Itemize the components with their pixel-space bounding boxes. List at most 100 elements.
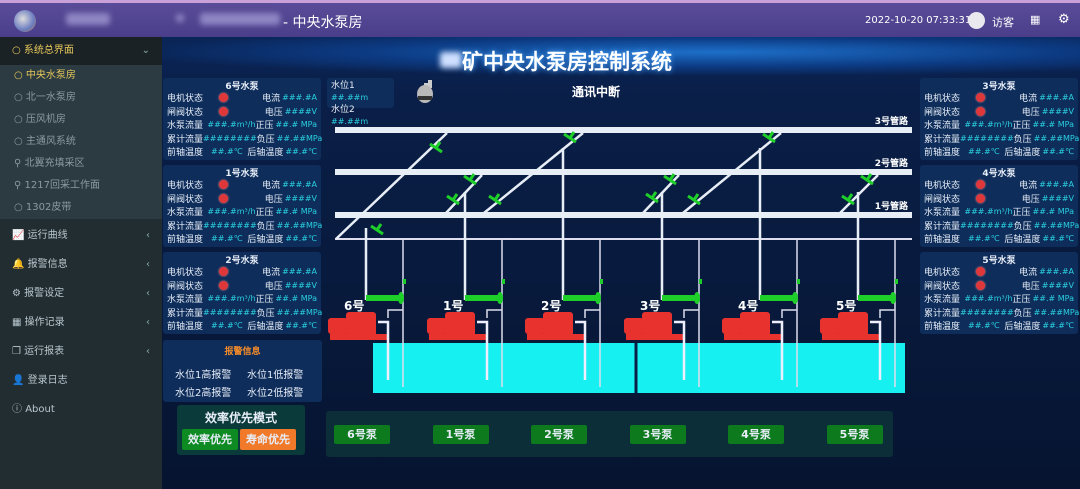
field-label: 累计流量	[167, 221, 204, 232]
field-label: 电压	[264, 107, 283, 118]
sidebar-item-label: 操作记录	[24, 317, 65, 328]
field-label: 负压	[256, 308, 275, 319]
pump-motor	[427, 318, 447, 334]
sidebar-item-info[interactable]: ⓘ About	[0, 395, 162, 424]
valve-actuator-icon	[563, 295, 598, 301]
pump-panel-row: 前轴温度 ##.#℃ 后轴温度 ##.#℃	[167, 145, 317, 159]
pump-base	[330, 334, 388, 340]
sidebar-item-table[interactable]: ▦ 操作记录 ‹	[0, 308, 162, 337]
gear-icon[interactable]: ⚙	[1058, 12, 1070, 27]
field-label: 正压	[1012, 295, 1031, 306]
pump-number-label: 4号	[738, 298, 758, 313]
field-label: 前轴温度	[167, 235, 204, 246]
valve-icon	[463, 173, 477, 186]
pump-button[interactable]: 3号泵	[629, 425, 686, 444]
circle-icon: ○	[14, 92, 26, 103]
field-label: 电压	[1021, 281, 1040, 292]
field-label: 前轴温度	[167, 322, 204, 333]
grid-icon[interactable]: ▦	[1030, 13, 1041, 26]
pump-base	[429, 334, 487, 340]
neg-value: ##.##MPa	[276, 307, 323, 317]
pump-number-label: 3号	[640, 298, 660, 313]
neg-value: ##.##MPa	[1033, 220, 1080, 230]
sidebar-item[interactable]: ○ 主通风系统	[0, 131, 162, 153]
pump-panel-title: 3号水泵	[982, 82, 1016, 92]
lifespan-priority-button[interactable]: 寿命优先	[240, 429, 296, 450]
field-label: 水泵流量	[924, 121, 961, 132]
efficiency-priority-button[interactable]: 效率优先	[182, 429, 238, 450]
sidebar-item[interactable]: ⚲ 1217回采工作面	[0, 175, 162, 197]
sidebar-item[interactable]: ⚲ 北翼充填采区	[0, 153, 162, 175]
pump-motor	[624, 318, 644, 334]
field-label: 闸阀状态	[167, 281, 204, 292]
total-value: ########	[203, 220, 257, 230]
flow-sensor	[600, 279, 603, 284]
field-label: 前轴温度	[167, 148, 204, 159]
pump-button[interactable]: 6号泵	[334, 425, 390, 444]
avatar[interactable]	[968, 12, 985, 29]
value-group: 正压 ##.# MPa	[1013, 205, 1074, 218]
water-level-2-value: ##.##m	[331, 117, 369, 126]
sidebar-item[interactable]: ○ 北一水泵房	[0, 87, 162, 109]
current-value: ###.#A	[282, 267, 317, 277]
water-level-1-label: 水位1	[331, 81, 355, 91]
voltage-value: ####V	[1041, 193, 1074, 203]
flow-value: ###.#m³/h	[207, 207, 256, 217]
current-value: ###.#A	[282, 93, 317, 103]
pump-body	[838, 312, 868, 336]
breadcrumb-blurred[interactable]	[200, 13, 280, 25]
pump-button[interactable]: 2号泵	[531, 425, 587, 444]
pump-panel-row: 累计流量 ######## 负压 ##.##MPa	[924, 306, 1079, 320]
sidebar-item-copy[interactable]: ❐ 运行报表 ‹	[0, 337, 162, 366]
value-group: 电流 ###.#A	[262, 91, 317, 104]
alarm-item: 水位2低报警	[247, 388, 304, 399]
pipe-label: 2号管路	[875, 157, 909, 169]
pump-panel-row: 电机状态 电流 ###.#A	[167, 178, 317, 192]
bypass-pipe	[387, 309, 403, 318]
sidebar-group-system[interactable]: ○ 系统总界面 ⌄	[0, 37, 162, 65]
sidebar-item-cogs[interactable]: ⚙ 报警设定 ‹	[0, 279, 162, 308]
current-value: ###.#A	[1039, 267, 1074, 277]
rt-value: ##.#℃	[1042, 234, 1074, 244]
current-value: ###.#A	[1039, 180, 1074, 190]
pump-panel-row: 水泵流量 ###.#m³/h 正压 ##.# MPa	[167, 292, 317, 306]
field-label: 电机状态	[924, 94, 961, 105]
field-label: 电机状态	[924, 268, 961, 279]
ft-value: ##.#℃	[211, 321, 243, 331]
total-value: ########	[960, 220, 1014, 230]
pump-panel-title: 6号水泵	[225, 82, 259, 92]
pump-button[interactable]: 4号泵	[728, 425, 784, 444]
rt-value: ##.#℃	[285, 321, 317, 331]
sidebar-item-line-chart[interactable]: 📈 运行曲线 ‹	[0, 221, 162, 250]
suction-pipe	[477, 320, 489, 380]
pump-button[interactable]: 1号泵	[432, 425, 489, 444]
valve-status-indicator	[219, 106, 228, 116]
sidebar-item[interactable]: ○ 压风机房	[0, 109, 162, 131]
field-label: 后轴温度	[1004, 322, 1041, 333]
sidebar-item-bell[interactable]: 🔔 报警信息 ‹	[0, 250, 162, 279]
sidebar-item-label: 1217回采工作面	[24, 180, 100, 191]
sidebar-item[interactable]: ○ 中央水泵房	[0, 65, 162, 87]
value-group: 后轴温度 ##.#℃	[247, 319, 317, 332]
motor-status-indicator	[976, 180, 985, 190]
valve-status-indicator	[976, 106, 985, 116]
pump-panel: 6号水泵 电机状态 电流 ###.#A 闸阀状态 电压 ####V 水泵流量 ###.#m³/h…	[163, 78, 322, 160]
user-name[interactable]: 访客	[992, 16, 1014, 29]
current-value: ###.#A	[1039, 93, 1074, 103]
value-group: 负压 ##.##MPa	[1014, 219, 1080, 232]
pos-value: ##.# MPa	[275, 294, 317, 304]
camera-icon[interactable]	[416, 80, 436, 104]
total-value: ########	[960, 133, 1014, 143]
sidebar-item-user[interactable]: 👤 登录日志	[0, 366, 162, 395]
home-icon[interactable]	[176, 14, 184, 22]
pump-panel-row: 水泵流量 ###.#m³/h 正压 ##.# MPa	[924, 292, 1074, 306]
sidebar-item[interactable]: ○ 1302皮带	[0, 197, 162, 219]
field-label: 负压	[1013, 221, 1032, 232]
voltage-value: ####V	[284, 193, 317, 203]
flow-value: ###.#m³/h	[207, 294, 256, 304]
field-label: 闸阀状态	[924, 281, 961, 292]
mode-title: 效率优先模式	[204, 411, 277, 425]
pump-button[interactable]: 5号泵	[826, 425, 883, 444]
field-label: 水泵流量	[167, 295, 204, 306]
pump-base	[626, 334, 684, 340]
